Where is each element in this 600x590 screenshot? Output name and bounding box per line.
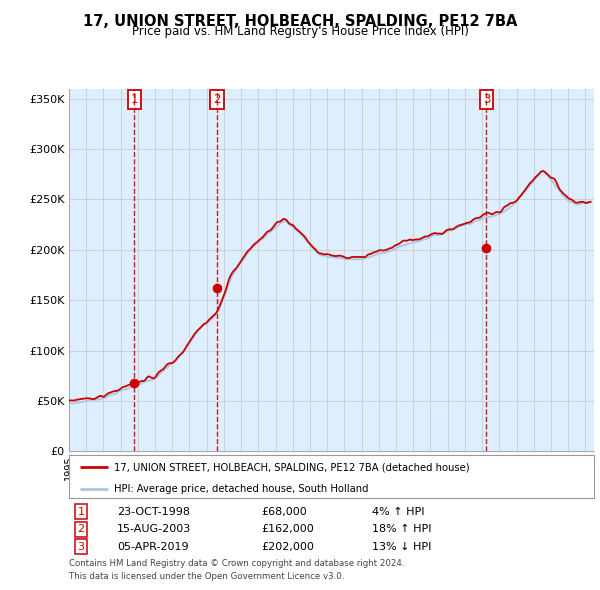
Text: 2: 2 <box>77 525 85 534</box>
Text: 2: 2 <box>213 93 221 106</box>
Text: 3: 3 <box>77 542 85 552</box>
Text: Price paid vs. HM Land Registry's House Price Index (HPI): Price paid vs. HM Land Registry's House … <box>131 25 469 38</box>
Text: 13% ↓ HPI: 13% ↓ HPI <box>372 542 431 552</box>
Text: 23-OCT-1998: 23-OCT-1998 <box>117 507 190 516</box>
Text: £202,000: £202,000 <box>261 542 314 552</box>
Text: 1: 1 <box>131 93 138 106</box>
Text: 1: 1 <box>77 507 85 516</box>
Text: Contains HM Land Registry data © Crown copyright and database right 2024.: Contains HM Land Registry data © Crown c… <box>69 559 404 568</box>
Text: 15-AUG-2003: 15-AUG-2003 <box>117 525 191 534</box>
Text: 3: 3 <box>483 93 490 106</box>
Text: 18% ↑ HPI: 18% ↑ HPI <box>372 525 431 534</box>
Text: 05-APR-2019: 05-APR-2019 <box>117 542 188 552</box>
Text: HPI: Average price, detached house, South Holland: HPI: Average price, detached house, Sout… <box>113 484 368 494</box>
Text: £68,000: £68,000 <box>261 507 307 516</box>
Text: 17, UNION STREET, HOLBEACH, SPALDING, PE12 7BA: 17, UNION STREET, HOLBEACH, SPALDING, PE… <box>83 14 517 29</box>
Text: 4% ↑ HPI: 4% ↑ HPI <box>372 507 425 516</box>
Text: 17, UNION STREET, HOLBEACH, SPALDING, PE12 7BA (detached house): 17, UNION STREET, HOLBEACH, SPALDING, PE… <box>113 463 469 473</box>
Text: This data is licensed under the Open Government Licence v3.0.: This data is licensed under the Open Gov… <box>69 572 344 581</box>
Text: £162,000: £162,000 <box>261 525 314 534</box>
